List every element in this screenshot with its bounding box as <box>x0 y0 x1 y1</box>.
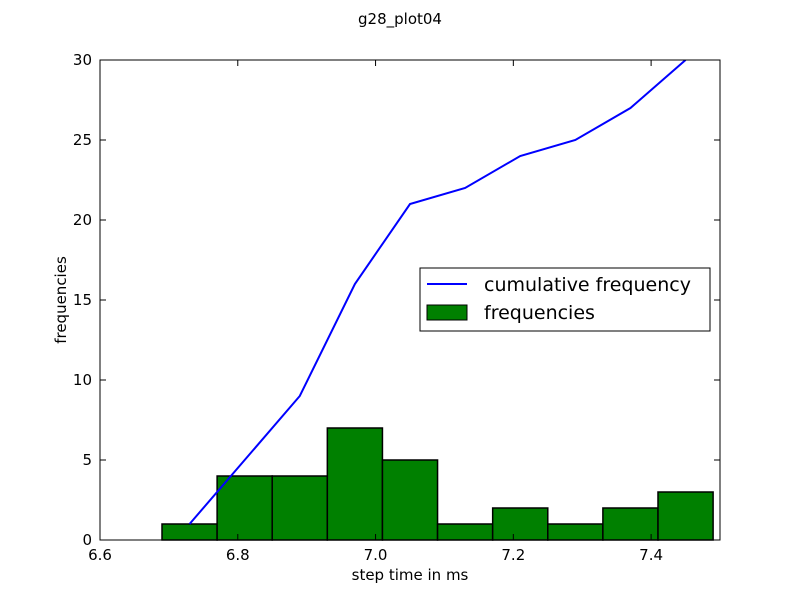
histogram-bar <box>491 507 549 541</box>
y-axis-label: frequencies <box>52 256 70 344</box>
histogram-bar <box>161 523 218 541</box>
legend-box <box>419 267 711 332</box>
y-tick-label: 10 <box>73 371 92 389</box>
y-tick-label: 20 <box>73 211 92 229</box>
histogram-bar <box>547 523 604 541</box>
y-tick-label: 25 <box>73 131 92 149</box>
histogram-bar <box>657 491 714 541</box>
cumulative-frequency-line <box>188 60 687 525</box>
x-tick-label: 6.6 <box>88 546 112 564</box>
histogram-bar <box>381 459 439 541</box>
x-tick-label: 7.0 <box>364 546 388 564</box>
histogram-bars <box>161 427 714 541</box>
legend-label-frequencies: frequencies <box>484 302 595 324</box>
x-tick-label: 7.2 <box>501 546 525 564</box>
x-tick-label: 7.4 <box>639 546 663 564</box>
chart-title: g28_plot04 <box>358 10 442 29</box>
cumulative-line-layer <box>188 60 687 525</box>
legend-bar-swatch <box>426 304 468 321</box>
x-axis-label: step time in ms <box>352 566 469 584</box>
y-tick-label: 5 <box>82 451 92 469</box>
histogram-bar <box>326 427 384 541</box>
legend: cumulative frequency frequencies <box>419 267 711 332</box>
histogram-bar <box>436 523 494 541</box>
histogram-bar <box>216 475 273 541</box>
axis-ticks: 6.6 6.8 7.0 7.2 7.4 0 5 10 15 20 25 30 <box>73 51 720 564</box>
y-tick-label: 0 <box>82 531 92 549</box>
legend-label-cumulative: cumulative frequency <box>484 274 691 296</box>
x-tick-label: 6.8 <box>226 546 250 564</box>
histogram-bar <box>271 475 329 541</box>
histogram-bar <box>602 507 659 541</box>
y-tick-label: 30 <box>73 51 92 69</box>
y-tick-label: 15 <box>73 291 92 309</box>
